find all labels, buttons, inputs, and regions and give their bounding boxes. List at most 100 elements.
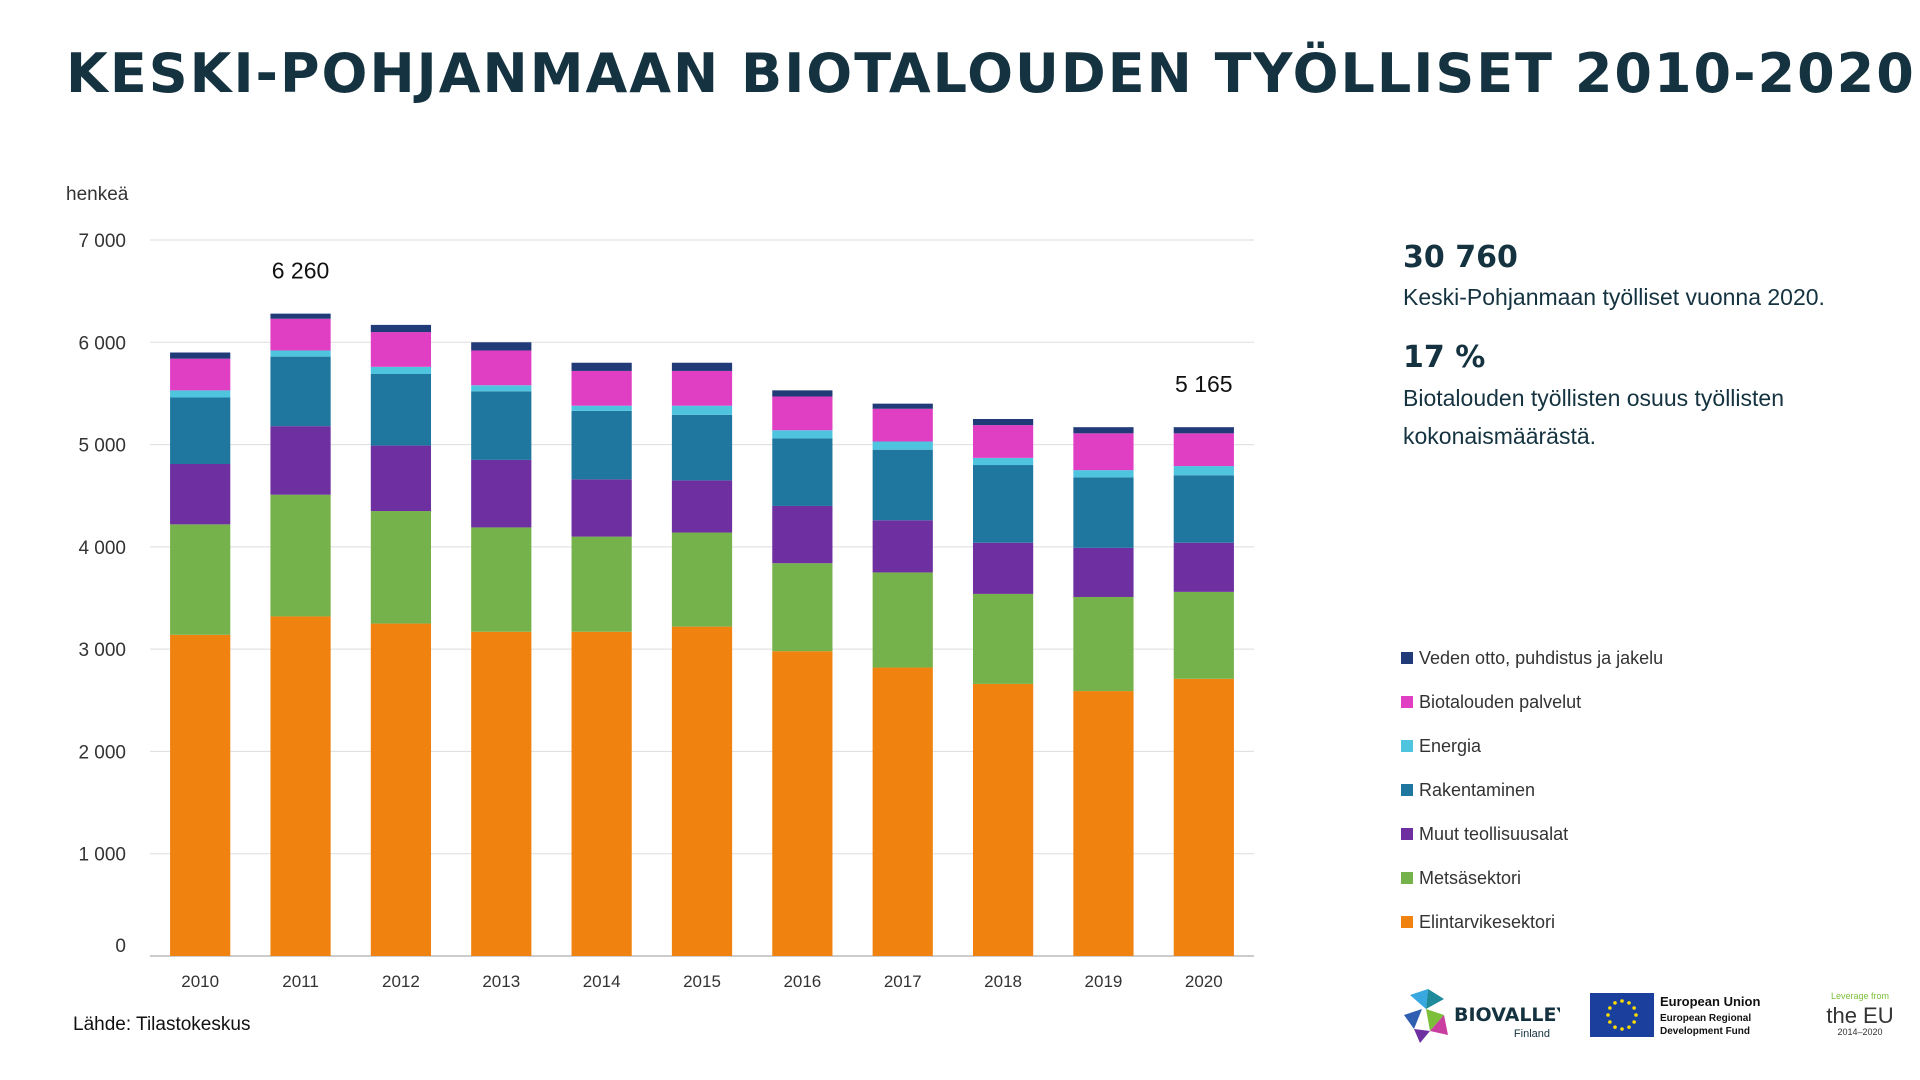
legend-item: Metsäsektori xyxy=(1401,868,1521,888)
legend-label: Rakentaminen xyxy=(1419,779,1536,800)
bar-segment-2014-4 xyxy=(571,405,632,411)
bar-segment-2019-2 xyxy=(1073,547,1134,597)
bar-segment-2016-6 xyxy=(772,390,833,397)
x-tick-label: 2017 xyxy=(884,972,922,991)
eu-star xyxy=(1608,1020,1612,1024)
bar-segment-2012-3 xyxy=(370,373,432,446)
legend-item: Veden otto, puhdistus ja jakelu xyxy=(1401,648,1663,668)
stat-1-text: Keski-Pohjanmaan työlliset vuonna 2020. xyxy=(1403,284,1825,310)
bar-segment-2011-4 xyxy=(270,350,331,357)
legend-item: Elintarvikesektori xyxy=(1401,912,1555,932)
bar-segment-2010-2 xyxy=(170,464,231,525)
bar-segment-2013-2 xyxy=(471,459,532,528)
leverage-main: the EU xyxy=(1826,1003,1893,1028)
bar-segment-2015-0 xyxy=(671,626,733,956)
bar-segment-2012-1 xyxy=(370,511,432,624)
legend-item: Biotalouden palvelut xyxy=(1401,692,1581,712)
legend-item: Energia xyxy=(1401,736,1481,756)
bar-segment-2012-6 xyxy=(370,324,432,333)
bar-segment-2017-5 xyxy=(872,408,933,442)
bar-segment-2018-5 xyxy=(972,425,1034,458)
biovalley-logo: BIOVALLEY Finland xyxy=(1404,989,1560,1043)
eu-title: European Union xyxy=(1660,994,1760,1009)
bar-segment-2017-3 xyxy=(872,449,933,521)
bar-segment-2016-4 xyxy=(772,430,833,439)
bar-segment-2010-6 xyxy=(170,352,231,359)
eu-star xyxy=(1632,1006,1636,1010)
legend-swatch xyxy=(1401,828,1413,840)
bar-segment-2016-2 xyxy=(772,505,833,564)
bar-segment-2020-1 xyxy=(1173,591,1234,679)
x-tick-label: 2020 xyxy=(1185,972,1223,991)
leverage-years: 2014–2020 xyxy=(1837,1027,1882,1037)
bar-segment-2013-6 xyxy=(471,342,532,351)
x-tick-label: 2014 xyxy=(583,972,621,991)
bar-segment-2017-4 xyxy=(872,441,933,450)
bar-segment-2016-0 xyxy=(772,651,833,956)
bar-segment-2018-2 xyxy=(972,542,1034,594)
bar-segment-2013-1 xyxy=(471,527,532,632)
bar-segment-2019-5 xyxy=(1073,433,1134,471)
legend-swatch xyxy=(1401,696,1413,708)
x-tick-label: 2016 xyxy=(783,972,821,991)
legend-label: Biotalouden palvelut xyxy=(1419,691,1582,712)
bar-segment-2014-5 xyxy=(571,370,632,406)
y-tick-label: 7 000 xyxy=(78,231,126,252)
bar-segment-2019-6 xyxy=(1073,427,1134,434)
bar-segment-2018-4 xyxy=(972,457,1034,466)
eu-sub2: Development Fund xyxy=(1660,1026,1750,1037)
bar-segment-2013-5 xyxy=(471,350,532,386)
bar-segment-2011-6 xyxy=(270,313,331,319)
bar-segment-2019-0 xyxy=(1073,691,1134,956)
eu-star xyxy=(1627,1025,1631,1029)
y-tick-label: 6 000 xyxy=(78,333,126,354)
bar-segment-2020-4 xyxy=(1173,466,1234,476)
bar-segment-2018-3 xyxy=(972,465,1034,543)
eu-star xyxy=(1620,999,1624,1003)
y-tick-label: 1 000 xyxy=(78,845,126,866)
bar-segment-2017-1 xyxy=(872,572,933,668)
x-tick-label: 2012 xyxy=(382,972,420,991)
bar-segment-2016-5 xyxy=(772,396,833,431)
eu-flag-logo: European Union European Regional Develop… xyxy=(1590,993,1760,1037)
bar-segment-2017-2 xyxy=(872,520,933,573)
bars xyxy=(170,313,1234,956)
bar-segment-2010-4 xyxy=(170,390,231,398)
bar-segment-2014-1 xyxy=(571,536,632,632)
legend-label: Energia xyxy=(1419,735,1482,756)
bar-segment-2020-5 xyxy=(1173,433,1234,467)
biovalley-name: BIOVALLEY xyxy=(1454,1004,1560,1026)
stat-2-text: Biotalouden työllisten osuus työllisten … xyxy=(1403,385,1785,449)
leverage-from-the-eu-logo: Leverage from the EU 2014–2020 xyxy=(1826,991,1893,1037)
y-tick-label: 4 000 xyxy=(78,538,126,559)
bar-segment-2018-6 xyxy=(972,419,1034,426)
bar-segment-2017-0 xyxy=(872,667,933,956)
bar-segment-2012-2 xyxy=(370,445,432,512)
bar-segment-2012-5 xyxy=(370,332,432,367)
eu-star xyxy=(1608,1006,1612,1010)
bar-segment-2011-5 xyxy=(270,318,331,351)
bar-segment-2014-2 xyxy=(571,479,632,537)
bar-segment-2017-6 xyxy=(872,403,933,409)
y-tick-label: 0 xyxy=(115,936,126,957)
legend-label: Elintarvikesektori xyxy=(1419,911,1556,932)
bar-segment-2015-3 xyxy=(671,414,733,481)
leverage-top: Leverage from xyxy=(1831,991,1889,1001)
stat-2-value: 17 % xyxy=(1403,340,1486,375)
legend-swatch xyxy=(1401,784,1413,796)
bar-segment-2015-5 xyxy=(671,370,733,406)
y-tick-labels: 0 1 000 2 000 3 000 4 000 5 000 6 000 7 000 xyxy=(78,231,126,957)
bar-segment-2010-3 xyxy=(170,397,231,465)
bar-segment-2019-3 xyxy=(1073,477,1134,548)
bar-segment-2015-2 xyxy=(671,480,733,533)
eu-star xyxy=(1613,1001,1617,1005)
y-axis-label: henkeä xyxy=(66,184,129,205)
y-tick-label: 3 000 xyxy=(78,640,126,661)
bar-segment-2013-3 xyxy=(471,391,532,460)
legend-item: Muut teollisuusalat xyxy=(1401,824,1568,844)
bar-segment-2013-0 xyxy=(471,631,532,956)
x-tick-label: 2018 xyxy=(984,972,1022,991)
x-tick-label: 2010 xyxy=(181,972,219,991)
bar-segment-2014-6 xyxy=(571,362,632,371)
bar-segment-2016-3 xyxy=(772,438,833,506)
